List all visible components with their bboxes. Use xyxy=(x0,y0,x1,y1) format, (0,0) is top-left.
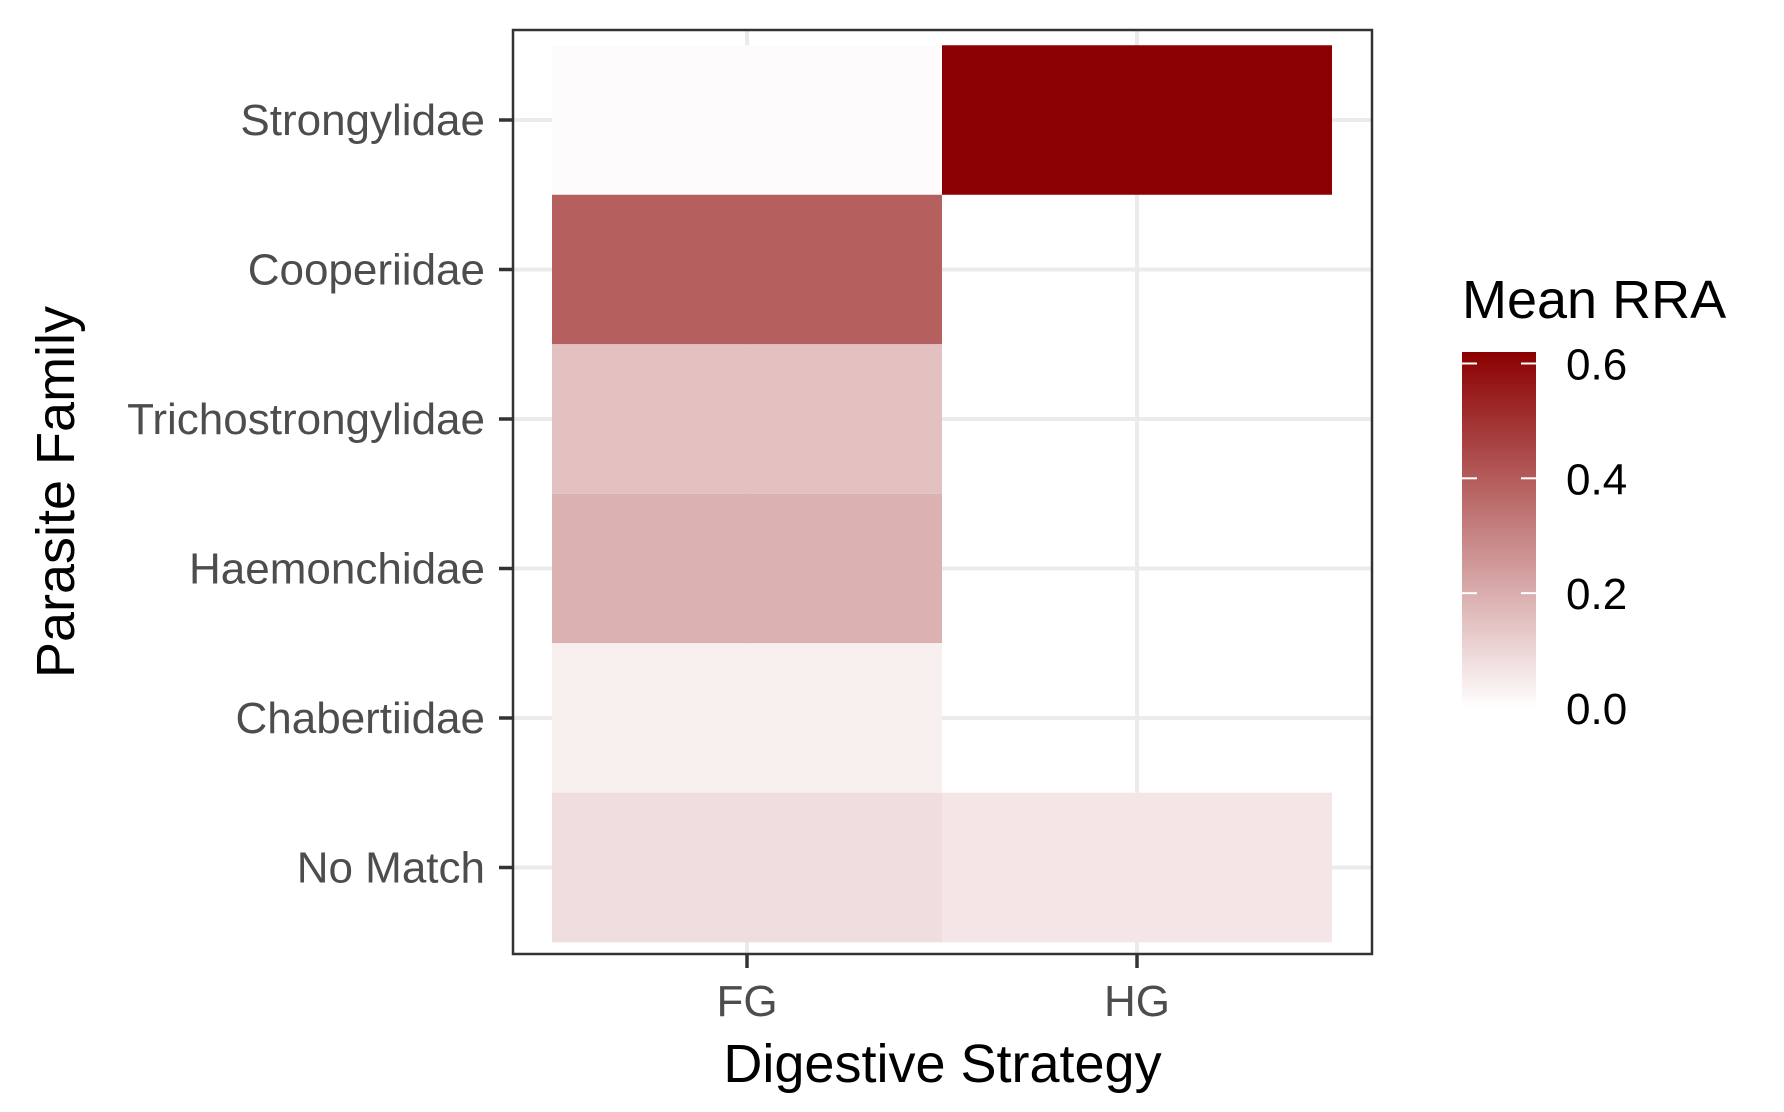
y-axis-title: Parasite Family xyxy=(26,306,86,678)
color-legend: Mean RRA 0.0 0.2 0.4 0.6 xyxy=(1462,270,1726,734)
y-tick-label: Strongylidae xyxy=(240,96,485,145)
panel-border xyxy=(511,28,1374,956)
x-axis-title: Digestive Strategy xyxy=(723,1034,1161,1094)
y-axis: Strongylidae Cooperiidae Trichostrongylida… xyxy=(127,96,513,893)
legend-tick-label: 0.2 xyxy=(1566,570,1627,619)
y-tick-label: Chabertiidae xyxy=(236,694,486,743)
x-axis: FG HG xyxy=(716,954,1170,1026)
cell-fg-trichostrongylidae xyxy=(552,344,942,494)
cell-hg-no-match xyxy=(942,792,1332,943)
y-tick-label: Haemonchidae xyxy=(189,545,485,594)
cell-fg-no-match xyxy=(552,792,942,943)
legend-tick-label: 0.6 xyxy=(1566,340,1627,389)
heatmap-cells xyxy=(552,45,1332,943)
cell-fg-haemonchidae xyxy=(552,493,942,644)
legend-tick-label: 0.0 xyxy=(1566,685,1627,734)
cell-hg-strongylidae xyxy=(942,45,1332,195)
legend-ticks: 0.0 0.2 0.4 0.6 xyxy=(1462,340,1627,734)
legend-title: Mean RRA xyxy=(1462,270,1726,330)
cell-fg-cooperiidae xyxy=(552,194,942,345)
y-tick-label: No Match xyxy=(297,844,485,893)
legend-colorbar xyxy=(1462,352,1536,708)
x-tick-label: FG xyxy=(716,977,777,1026)
y-tick-label: Cooperiidae xyxy=(248,246,485,295)
cell-fg-chabertiidae xyxy=(552,643,942,793)
x-tick-label: HG xyxy=(1104,977,1170,1026)
y-tick-label: Trichostrongylidae xyxy=(127,395,485,444)
cell-fg-strongylidae xyxy=(552,45,942,195)
legend-tick-label: 0.4 xyxy=(1566,455,1627,504)
